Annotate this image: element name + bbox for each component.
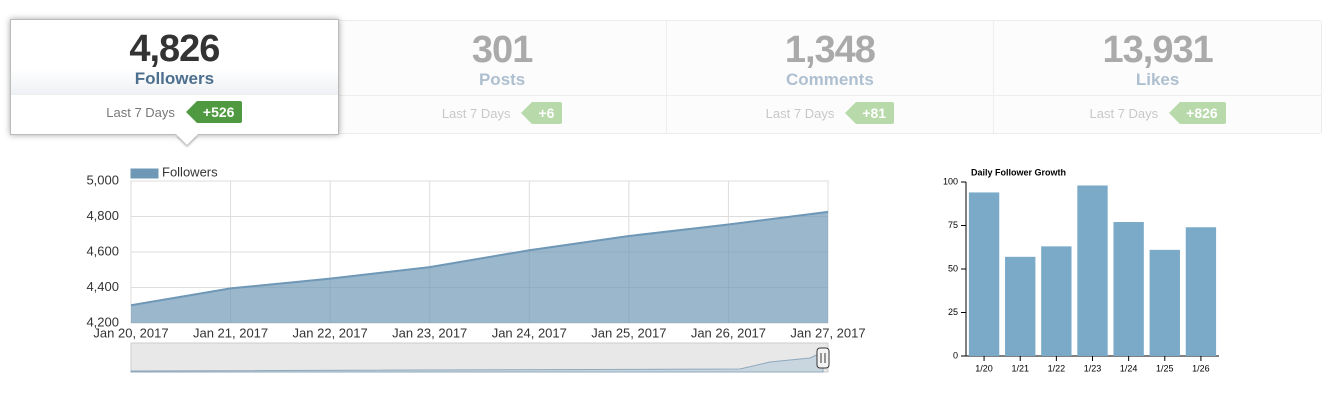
navigator[interactable]: [130, 342, 829, 373]
bar: [968, 192, 1000, 356]
x-tick-label: 1/26: [1192, 363, 1210, 373]
y-tick-label: 100: [943, 176, 958, 186]
x-tick-label: Jan 25, 2017: [591, 325, 666, 340]
stat-label: Followers: [11, 69, 338, 94]
chart-title: Daily Follower Growth: [971, 167, 1066, 177]
line: [130, 210, 829, 307]
stat-change: +81: [845, 102, 895, 124]
x-tick-label: 1/20: [975, 363, 993, 373]
y-tick-label: 4,600: [86, 243, 119, 258]
stat-period: Last 7 Days: [106, 104, 175, 120]
stat-change: +826: [1169, 102, 1226, 124]
stat-label: Comments: [785, 70, 874, 89]
x-tick-label: Jan 21, 2017: [193, 325, 268, 340]
x-tick-label: 1/23: [1084, 363, 1102, 373]
x-tick-label: 1/22: [1048, 363, 1066, 373]
bar: [1149, 249, 1180, 356]
stat-period: Last 7 Days: [1089, 105, 1159, 121]
stat-foot: Last 7 Days +826: [994, 95, 1321, 130]
legend-swatch: [130, 168, 159, 179]
stat-tab[interactable]: 1,348 Comments Last 7 Days +81: [666, 21, 995, 133]
stat-value: 301: [471, 29, 533, 71]
stat-label: Posts: [478, 70, 526, 89]
x-tick-label: 1/21: [1011, 363, 1029, 373]
navigator-handle[interactable]: [816, 347, 830, 369]
legend-label: Followers: [162, 164, 218, 179]
y-tick-label: 4,400: [86, 279, 119, 294]
stat-value: 4,826: [129, 28, 220, 70]
stat-foot: Last 7 Days +81: [666, 95, 994, 130]
stat-change: +526: [186, 101, 243, 123]
stat-period: Last 7 Days: [441, 105, 511, 121]
y-tick-label: 0: [953, 350, 958, 360]
x-tick-label: Jan 23, 2017: [392, 325, 467, 340]
area: [131, 211, 828, 323]
y-tick-label: 5,000: [86, 172, 119, 187]
stat-tabs: 4,826 Followers Last 7 Days +526 301 Post…: [10, 19, 1322, 135]
bar: [1185, 227, 1217, 356]
x-tick-label: Jan 24, 2017: [492, 325, 567, 340]
stat-label: Likes: [1135, 70, 1180, 89]
stat-change: +6: [521, 102, 563, 124]
bar: [1041, 246, 1072, 356]
x-tick-label: Jan 20, 2017: [93, 325, 168, 340]
y-tick-label: 50: [948, 263, 958, 273]
stat-foot: Last 7 Days +526: [11, 94, 338, 129]
y-tick-label: 75: [948, 220, 958, 230]
stat-tab[interactable]: 13,931 Likes Last 7 Days +826: [994, 21, 1321, 133]
bar: [1005, 256, 1036, 356]
y-tick-label: 25: [948, 307, 958, 317]
stat-tab[interactable]: 4,826 Followers Last 7 Days +526: [10, 19, 339, 135]
x-tick-label: Jan 22, 2017: [293, 325, 368, 340]
y-tick-label: 4,800: [86, 208, 119, 223]
x-tick-label: Jan 26, 2017: [691, 325, 766, 340]
stat-value: 1,348: [784, 29, 876, 71]
y-tick-label: 4,200: [86, 314, 119, 329]
bar: [1113, 222, 1144, 356]
stat-tab[interactable]: 301 Posts Last 7 Days +6: [338, 21, 667, 133]
stat-period: Last 7 Days: [765, 105, 835, 121]
bar: [1077, 185, 1108, 356]
x-tick-label: 1/25: [1156, 363, 1174, 373]
stat-foot: Last 7 Days +6: [338, 95, 666, 130]
x-tick-label: 1/24: [1120, 363, 1138, 373]
stat-value: 13,931: [1102, 29, 1214, 71]
x-tick-label: Jan 27, 2017: [790, 325, 865, 340]
